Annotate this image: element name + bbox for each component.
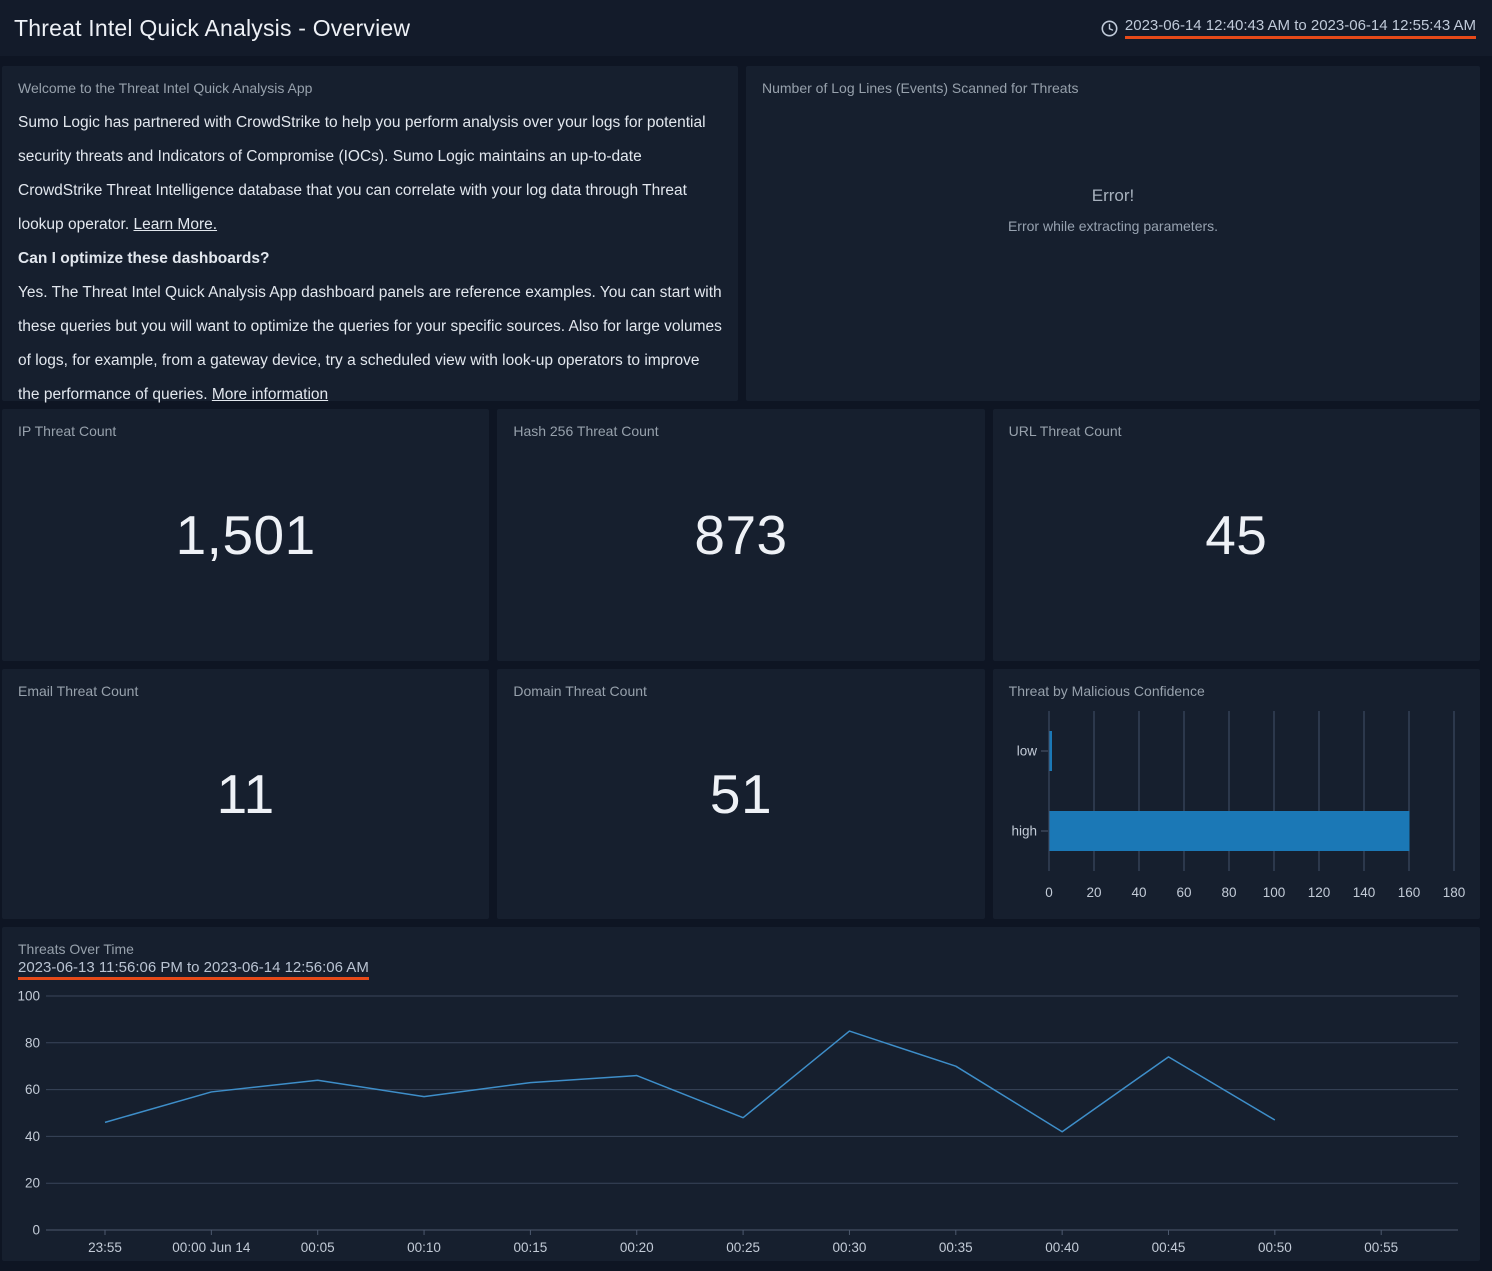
panel-url-threat-count: URL Threat Count 45 — [992, 409, 1480, 661]
panel-log-lines-scanned: Number of Log Lines (Events) Scanned for… — [746, 66, 1480, 401]
url-threat-count-value: 45 — [1205, 504, 1268, 566]
hash-threat-count-value: 873 — [694, 504, 788, 566]
svg-text:0: 0 — [1045, 885, 1053, 900]
welcome-panel-title: Welcome to the Threat Intel Quick Analys… — [18, 80, 313, 96]
email-threat-count-title: Email Threat Count — [18, 683, 139, 699]
svg-text:100: 100 — [1262, 885, 1285, 900]
panel-domain-threat-count: Domain Threat Count 51 — [497, 669, 985, 919]
svg-text:00:00 Jun 14: 00:00 Jun 14 — [172, 1240, 251, 1255]
malicious-confidence-bar-chart[interactable]: 0 20 40 60 80 100 120 140 160 180 low high — [1009, 705, 1465, 920]
welcome-paragraph-1-text: Sumo Logic has partnered with CrowdStrik… — [18, 114, 706, 233]
log-lines-panel-title: Number of Log Lines (Events) Scanned for… — [762, 80, 1079, 96]
email-threat-count-value: 11 — [216, 763, 275, 825]
threats-over-time-title: Threats Over Time — [18, 941, 134, 957]
svg-text:40: 40 — [1131, 885, 1146, 900]
dashboard-grid: Welcome to the Threat Intel Quick Analys… — [0, 56, 1492, 1261]
welcome-body: Sumo Logic has partnered with CrowdStrik… — [18, 106, 722, 412]
svg-text:23:55: 23:55 — [88, 1240, 122, 1255]
svg-text:20: 20 — [25, 1176, 40, 1191]
svg-text:100: 100 — [18, 989, 40, 1004]
svg-text:40: 40 — [25, 1129, 40, 1144]
svg-text:0: 0 — [32, 1223, 40, 1238]
svg-text:00:20: 00:20 — [620, 1240, 654, 1255]
panel-hash-threat-count: Hash 256 Threat Count 873 — [497, 409, 985, 661]
panel-email-threat-count: Email Threat Count 11 — [2, 669, 490, 919]
learn-more-link[interactable]: Learn More. — [133, 216, 218, 233]
svg-text:00:30: 00:30 — [833, 1240, 867, 1255]
optimize-question-heading: Can I optimize these dashboards? — [18, 250, 270, 267]
threats-over-time-line-chart[interactable]: 100 80 60 40 20 0 23:55 00:00 Jun 14 00:05 00:10 0… — [17, 986, 1464, 1267]
page-title: Threat Intel Quick Analysis - Overview — [14, 14, 411, 41]
svg-text:low: low — [1016, 744, 1037, 759]
svg-text:00:40: 00:40 — [1045, 1240, 1079, 1255]
ip-threat-count-value: 1,501 — [175, 504, 316, 566]
panel-threats-over-time: Threats Over Time 2023-06-13 11:56:06 PM… — [2, 927, 1480, 1261]
threats-over-time-time-range[interactable]: 2023-06-13 11:56:06 PM to 2023-06-14 12:… — [18, 959, 369, 980]
panel-ip-threat-count: IP Threat Count 1,501 — [2, 409, 490, 661]
svg-text:140: 140 — [1352, 885, 1375, 900]
error-title: Error! — [1091, 186, 1135, 205]
more-information-link[interactable]: More information — [211, 386, 329, 403]
svg-text:60: 60 — [1176, 885, 1191, 900]
error-message-block: Error! Error while extracting parameters… — [746, 186, 1480, 234]
hash-threat-count-title: Hash 256 Threat Count — [513, 423, 659, 439]
svg-text:80: 80 — [1221, 885, 1236, 900]
dashboard-header: Threat Intel Quick Analysis - Overview 2… — [0, 0, 1492, 56]
domain-threat-count-value: 51 — [709, 763, 773, 825]
panel-welcome: Welcome to the Threat Intel Quick Analys… — [2, 66, 738, 403]
svg-text:180: 180 — [1442, 885, 1465, 900]
svg-text:00:45: 00:45 — [1152, 1240, 1186, 1255]
ip-threat-count-title: IP Threat Count — [18, 423, 117, 439]
time-range-selector[interactable]: 2023-06-14 12:40:43 AM to 2023-06-14 12:… — [1101, 17, 1476, 39]
svg-text:120: 120 — [1307, 885, 1330, 900]
svg-text:160: 160 — [1397, 885, 1420, 900]
welcome-paragraph-2-text: Yes. The Threat Intel Quick Analysis App… — [18, 284, 722, 403]
svg-text:00:50: 00:50 — [1258, 1240, 1292, 1255]
panel-malicious-confidence: Threat by Malicious Confidence 0 20 40 60 80… — [992, 669, 1480, 920]
time-range-text[interactable]: 2023-06-14 12:40:43 AM to 2023-06-14 12:… — [1124, 17, 1476, 39]
clock-icon — [1101, 20, 1118, 37]
svg-text:00:35: 00:35 — [939, 1240, 973, 1255]
welcome-paragraph-1: Sumo Logic has partnered with CrowdStrik… — [18, 106, 722, 242]
url-threat-count-title: URL Threat Count — [1008, 423, 1122, 439]
svg-text:20: 20 — [1086, 885, 1101, 900]
domain-threat-count-title: Domain Threat Count — [513, 683, 647, 699]
svg-text:80: 80 — [25, 1035, 40, 1050]
error-message: Error while extracting parameters. — [1007, 218, 1219, 234]
malicious-confidence-title: Threat by Malicious Confidence — [1008, 683, 1205, 699]
welcome-paragraph-2: Yes. The Threat Intel Quick Analysis App… — [18, 276, 722, 412]
svg-text:00:55: 00:55 — [1364, 1240, 1398, 1255]
svg-text:60: 60 — [25, 1082, 40, 1097]
svg-text:00:10: 00:10 — [407, 1240, 441, 1255]
svg-text:00:15: 00:15 — [514, 1240, 548, 1255]
svg-text:high: high — [1011, 824, 1037, 839]
svg-text:00:05: 00:05 — [301, 1240, 335, 1255]
svg-text:00:25: 00:25 — [726, 1240, 760, 1255]
